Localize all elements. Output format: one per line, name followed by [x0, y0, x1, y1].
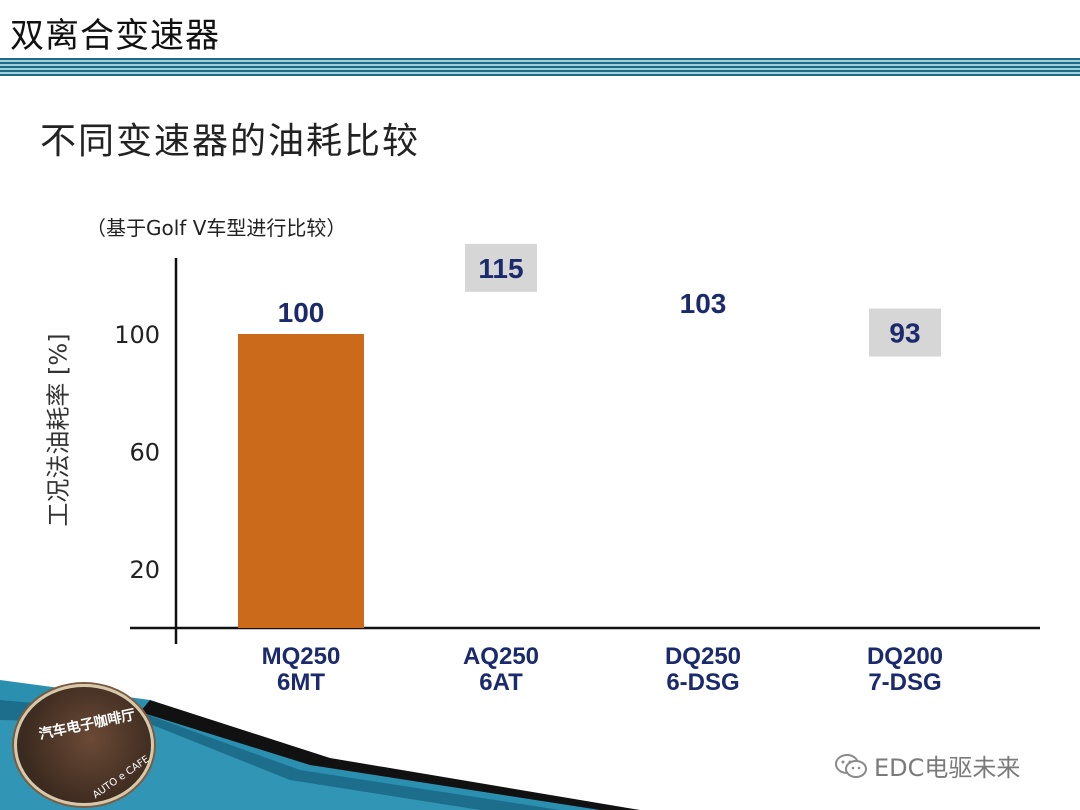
value-label: 115 — [478, 253, 523, 284]
logo-badge — [14, 684, 154, 806]
value-label: 103 — [680, 288, 727, 319]
y-tick-label: 100 — [114, 321, 160, 349]
chart-note: （基于Golf V车型进行比较） — [86, 216, 347, 240]
x-tick-label: MQ250 — [262, 643, 341, 670]
x-tick-label: 6-DSG — [666, 669, 739, 696]
x-tick-label: 6AT — [479, 669, 523, 696]
x-tick-label: AQ250 — [463, 643, 539, 670]
slide-title: 双离合变速器 — [10, 16, 220, 56]
value-label-box — [465, 243, 537, 292]
x-tick-label: 7-DSG — [868, 669, 941, 696]
y-tick-label: 20 — [129, 556, 160, 584]
x-tick-label: DQ250 — [665, 643, 741, 670]
value-label-box — [869, 308, 941, 357]
bar — [238, 334, 364, 628]
y-tick-label: 60 — [129, 439, 160, 467]
slide-subtitle: 不同变速器的油耗比较 — [40, 121, 421, 162]
value-label: 93 — [889, 318, 920, 349]
wechat-icon — [834, 753, 868, 779]
x-tick-label: 6MT — [277, 669, 325, 696]
x-tick-label: DQ200 — [867, 643, 943, 670]
header-rule — [0, 58, 1080, 76]
value-label: 100 — [278, 297, 325, 328]
watermark: EDC电驱未来 — [834, 748, 1020, 783]
watermark-text: EDC电驱未来 — [874, 754, 1021, 782]
